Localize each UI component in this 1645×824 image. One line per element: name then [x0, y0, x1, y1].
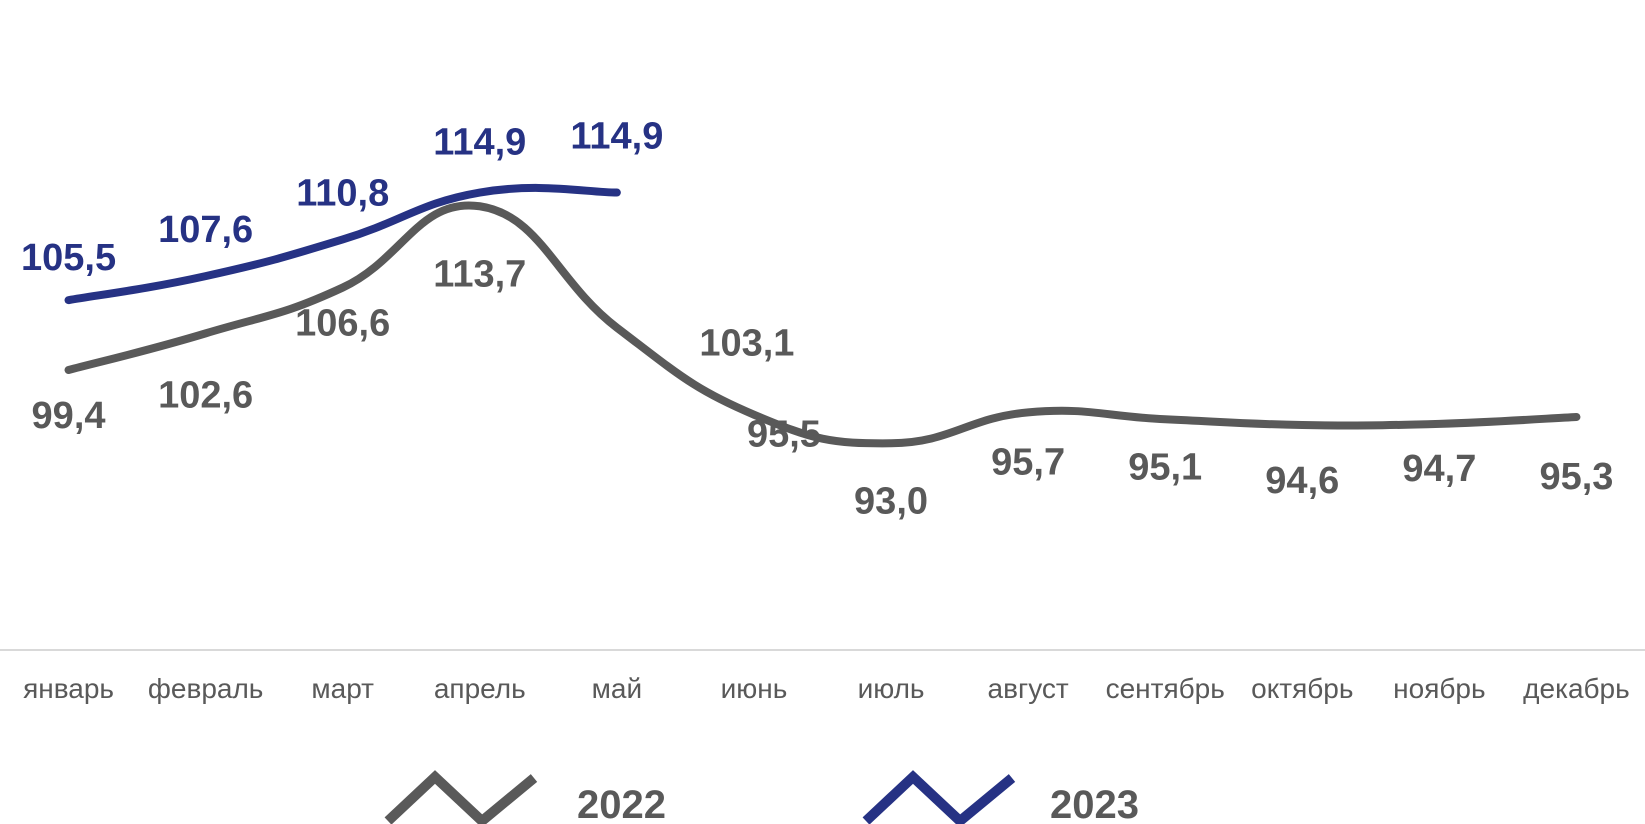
x-tick-label-0: январь	[23, 673, 114, 704]
x-tick-label-4: май	[592, 673, 642, 704]
x-tick-label-1: февраль	[148, 673, 264, 704]
legend-label-2022: 2022	[577, 783, 666, 824]
data-label-2022-3: 113,7	[433, 253, 526, 295]
data-label-2022-7: 95,7	[991, 441, 1065, 483]
legend-swatch-2022	[384, 770, 538, 824]
data-label-2022-5: 95,5	[747, 414, 821, 456]
data-label-2023-2: 110,8	[296, 173, 389, 215]
legend-item-2022: 2022	[384, 770, 666, 824]
x-tick-label-10: ноябрь	[1393, 673, 1485, 704]
x-tick-label-5: июнь	[721, 673, 788, 704]
data-label-2022-0: 99,4	[32, 395, 106, 437]
x-tick-label-2: март	[311, 673, 374, 704]
data-label-2023-4: 114,9	[570, 116, 663, 158]
data-label-2022-6: 93,0	[854, 480, 928, 522]
data-label-2023-1: 107,6	[158, 209, 253, 251]
data-label-2022-9: 94,6	[1265, 460, 1339, 502]
data-label-2022-2: 106,6	[295, 303, 390, 345]
data-label-2022-4: 103,1	[699, 323, 794, 365]
data-label-2023-3: 114,9	[433, 122, 526, 164]
data-label-2022-1: 102,6	[158, 374, 253, 416]
x-tick-label-3: апрель	[434, 673, 526, 704]
series-line-2022	[64, 201, 1581, 448]
legend: 2022 2023	[384, 770, 1139, 824]
data-label-2022-8: 95,1	[1128, 446, 1202, 488]
x-tick-label-9: октябрь	[1251, 673, 1353, 704]
x-tick-label-7: август	[988, 673, 1069, 704]
series-line-2023	[64, 183, 621, 305]
legend-label-2023: 2023	[1050, 783, 1139, 824]
series-layer	[64, 183, 1581, 448]
x-tick-label-8: сентябрь	[1106, 673, 1225, 704]
x-tick-label-11: декабрь	[1523, 673, 1630, 704]
data-label-2022-10: 94,7	[1402, 448, 1476, 490]
data-label-2022-11: 95,3	[1539, 456, 1613, 498]
legend-swatch-2023	[862, 770, 1016, 824]
data-label-layer: 99,4 102,6 106,6 113,7 103,1 95,5 93,0 95,7 95,1…	[21, 116, 1613, 523]
data-label-2023-0: 105,5	[21, 237, 116, 279]
x-tick-label-6: июль	[858, 673, 925, 704]
x-tick-labels: январь февраль март апрель май июнь июль август…	[23, 673, 1630, 704]
legend-item-2023: 2023	[862, 770, 1139, 824]
